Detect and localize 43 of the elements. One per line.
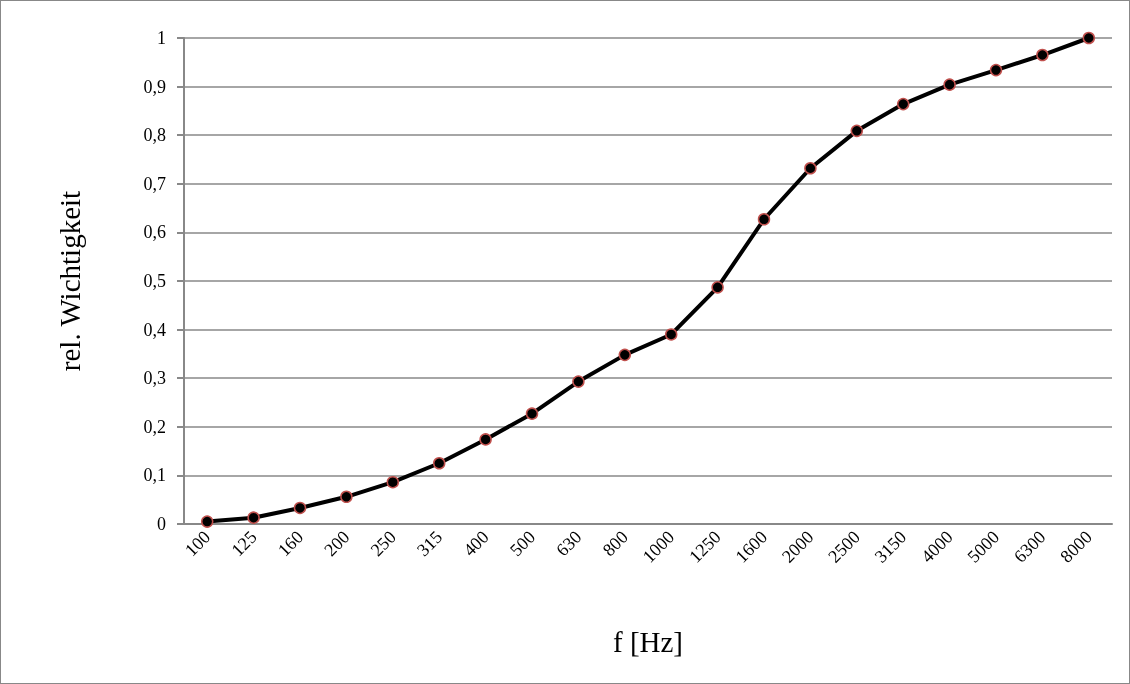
x-tick-label: 100 [181,526,215,561]
point [479,433,492,446]
point [293,501,307,515]
x-tick-label: 800 [598,526,632,561]
point [757,213,771,226]
point [943,78,956,91]
point [386,475,400,489]
y-axis-title: rel. Wichtigkeit [53,190,86,372]
point [711,281,724,294]
y-tick-label: 0,6 [143,222,166,243]
point [432,457,446,470]
point [247,511,260,524]
y-tick-label: 0,3 [143,368,166,389]
point [340,490,353,504]
y-tick-label: 0,4 [143,319,166,340]
x-tick-label: 630 [552,526,586,561]
y-tick-label: 0,1 [143,465,166,486]
y-tick-label: 0 [157,514,166,534]
x-tick-label: 125 [227,526,261,561]
point [525,407,539,420]
y-tick-label: 0,7 [143,173,166,194]
point [850,124,864,138]
x-tick-label: 250 [366,526,400,561]
x-tick-label: 400 [459,526,493,561]
y-tick-label: 0,9 [143,76,166,97]
y-tick-label: 1 [157,28,166,48]
point [664,328,678,341]
y-tick-label: 0,2 [143,416,166,437]
y-tick-label: 0,5 [143,271,166,291]
y-tick-label: 0,8 [143,125,166,146]
point [572,375,585,388]
point [618,348,632,362]
x-tick-label: 315 [413,526,447,561]
x-tick-label: 500 [505,526,540,561]
x-tick-label: 200 [320,526,354,561]
x-axis-title: f [Hz] [612,625,684,658]
point [804,162,817,175]
point [989,63,1003,77]
point [200,515,214,528]
point [896,97,910,111]
point [1082,31,1096,45]
x-tick-label: 160 [273,526,308,561]
point [1036,48,1049,62]
